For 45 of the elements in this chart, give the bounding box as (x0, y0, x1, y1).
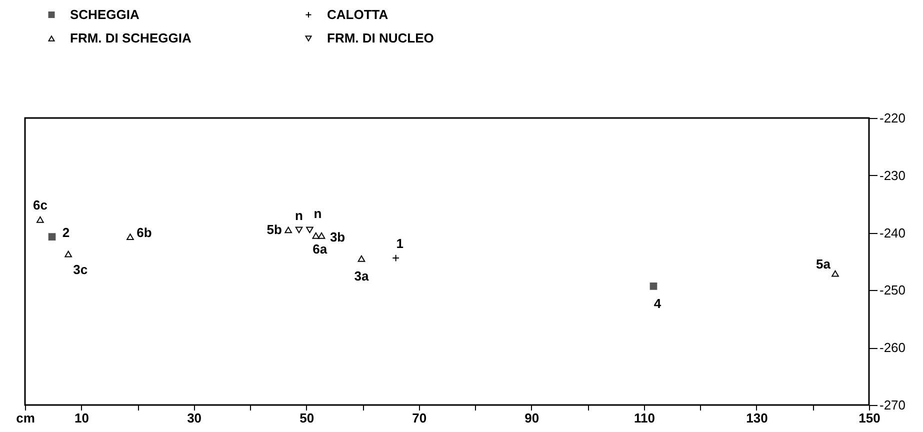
y-tick-label: -230 (880, 168, 906, 183)
x-tick-label: cm (16, 410, 35, 426)
x-tick-label: 130 (746, 410, 768, 426)
legend-label: FRM. DI NUCLEO (327, 30, 434, 46)
point (832, 270, 839, 277)
y-tick-label: -270 (880, 398, 906, 412)
annotation: 5a (816, 256, 832, 272)
point (318, 232, 326, 239)
legend-label: SCHEGGIA (70, 6, 140, 22)
point (64, 250, 72, 258)
point (126, 234, 134, 240)
x-tick-label: 30 (187, 410, 202, 426)
annotation: 5b (266, 222, 282, 237)
y-tick-label: -250 (880, 282, 906, 298)
y-tick-label: -260 (880, 340, 906, 356)
annotation: 3b (330, 230, 346, 245)
x-tick-label: 90 (524, 410, 540, 426)
legend-label: CALOTTA (327, 6, 389, 22)
point (312, 232, 320, 239)
annotation: n (295, 208, 304, 223)
x-tick-label: 50 (300, 410, 314, 426)
annotation: 6b (136, 224, 152, 240)
annotation: 4 (654, 296, 662, 312)
annotation: 6c (32, 198, 48, 213)
point (392, 254, 400, 262)
point (284, 226, 292, 234)
annotation: n (314, 206, 322, 221)
annotation: 2 (62, 224, 70, 240)
y-tick-label: -220 (880, 110, 906, 126)
point (36, 216, 44, 223)
x-tick-label: 10 (74, 410, 89, 426)
y-tick-label: -240 (880, 225, 906, 240)
annotation: 3a (354, 268, 370, 284)
annotation: 3c (73, 262, 88, 278)
legend-label: FRM. DI SCHEGGIA (70, 30, 192, 46)
annotation: 6a (312, 242, 328, 257)
x-tick-label: 150 (858, 410, 880, 426)
x-tick-label: 70 (412, 410, 427, 426)
point (306, 226, 314, 234)
point (295, 226, 303, 234)
x-tick-label: 110 (634, 410, 655, 426)
annotation: 1 (396, 236, 404, 252)
point (358, 255, 366, 262)
point (48, 233, 56, 240)
point (650, 282, 658, 290)
